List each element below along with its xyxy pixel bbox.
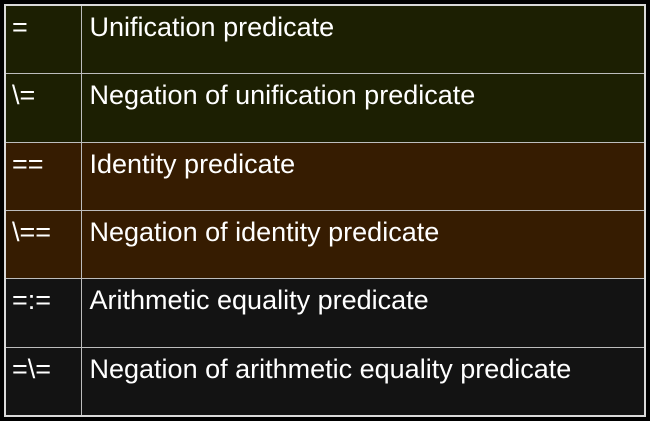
description-cell: Arithmetic equality predicate — [81, 278, 644, 348]
operator-cell: = — [6, 6, 82, 75]
description-cell: Unification predicate — [81, 6, 644, 75]
table-row: \== Negation of identity predicate — [6, 210, 644, 280]
predicate-table-frame: = Unification predicate \= Negation of u… — [4, 4, 646, 417]
operator-cell: == — [6, 142, 82, 211]
table-row: = Unification predicate — [6, 6, 644, 75]
table-row: =\= Negation of arithmetic equality pred… — [6, 347, 644, 415]
operator-cell: =\= — [6, 347, 82, 415]
description-cell: Negation of arithmetic equality predicat… — [89, 353, 572, 384]
description-cell: Negation of identity predicate — [81, 210, 644, 280]
description-cell: Negation of unification predicate — [81, 73, 644, 143]
predicate-table: = Unification predicate \= Negation of u… — [6, 6, 644, 415]
description-cell: Identity predicate — [81, 142, 644, 211]
operator-cell: =:= — [6, 278, 82, 348]
operator-cell: \== — [6, 210, 82, 280]
table-row: == Identity predicate — [6, 142, 644, 211]
operator-cell: \= — [6, 73, 82, 143]
table-row: =:= Arithmetic equality predicate — [6, 278, 644, 348]
table-row: \= Negation of unification predicate — [6, 73, 644, 143]
